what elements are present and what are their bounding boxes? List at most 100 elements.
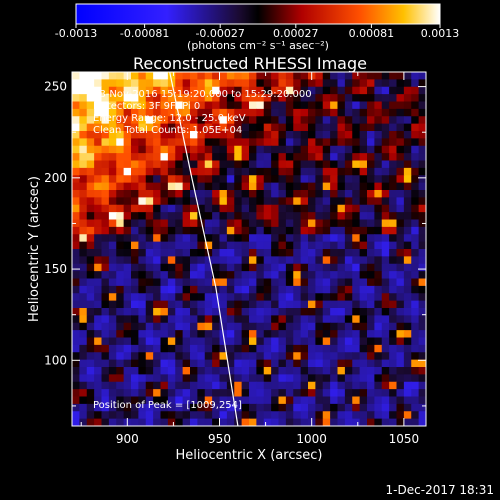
heatmap-cell [344,116,353,125]
heatmap-cell [131,249,139,257]
heatmap-cell [359,278,368,287]
heatmap-cell [197,396,206,405]
heatmap-cell [72,116,80,125]
solar-limb-line [169,72,239,426]
heatmap-cell [256,160,265,169]
heatmap-cell [101,138,110,147]
heatmap-cell [389,381,398,390]
heatmap-cell [359,145,368,154]
heatmap-cell [322,167,331,176]
heatmap-cell [101,285,110,294]
heatmap-cell [403,249,412,257]
heatmap-cell [263,344,272,353]
heatmap-cell [411,330,420,339]
annotation-time: 28-Nov-2016 15:19:20.000 to 15:29:20.000 [93,89,312,100]
heatmap-cell [145,359,154,368]
heatmap-cell [153,79,162,88]
heatmap-cell [86,72,95,80]
heatmap-cell [145,271,154,280]
heatmap-cell [285,108,294,117]
heatmap-cell [175,190,184,198]
heatmap-cell [153,263,162,272]
heatmap-cell [271,256,280,265]
heatmap-cell [337,411,346,420]
heatmap-cell [94,204,103,213]
heatmap-cell [278,101,287,110]
heatmap-cell [234,204,243,213]
heatmap-cell [94,389,103,398]
heatmap-cell [204,330,213,339]
heatmap-cell [108,389,117,398]
heatmap-cell [352,182,361,191]
heatmap-cell [241,411,250,420]
heatmap-cell [212,418,221,426]
heatmap-cell [359,344,368,353]
heatmap-cell [79,403,88,412]
heatmap-cell [226,396,235,405]
heatmap-cell [411,190,420,198]
heatmap-cell [337,145,346,154]
heatmap-cell [396,79,405,88]
heatmap-cell [411,344,420,353]
heatmap-cell [263,190,272,198]
heatmap-cell [337,167,346,176]
heatmap-cell [278,175,287,184]
heatmap-cell [278,241,287,250]
heatmap-cell [204,271,213,280]
heatmap-cell [79,167,88,176]
heatmap-cell [418,101,426,110]
heatmap-cell [212,322,221,331]
heatmap-cell [322,182,331,191]
x-tick-label: 1050 [389,432,420,446]
heatmap-cell [86,197,95,206]
heatmap-cell [226,182,235,191]
heatmap-cell [263,153,272,162]
heatmap-cell [308,153,316,162]
heatmap-cell [153,367,162,375]
heatmap-cell [352,359,361,368]
heatmap-cell [204,219,213,228]
heatmap-cell [359,308,368,316]
heatmap-cell [116,167,125,176]
heatmap-cell [308,315,316,324]
heatmap-cell [285,94,294,103]
heatmap-cell [94,219,103,228]
heatmap-cell [396,101,405,110]
heatmap-cell [389,374,398,383]
heatmap-cell [72,322,80,331]
heatmap-cell [315,367,324,375]
heatmap-cell [381,344,390,353]
heatmap-cell [72,182,80,191]
heatmap-cell [72,234,80,243]
heatmap-cell [72,79,80,88]
heatmap-cell [108,367,117,375]
heatmap-cell [381,278,390,287]
heatmap-cell [145,219,154,228]
heatmap-cell [271,374,280,383]
heatmap-cell [241,396,250,405]
heatmap-cell [234,175,243,184]
heatmap-cell [381,167,390,176]
heatmap-cell [389,182,398,191]
heatmap-cell [403,359,412,368]
heatmap-cell [411,94,420,103]
heatmap-cell [367,79,375,88]
heatmap-cell [219,396,228,405]
heatmap-cell [79,123,88,132]
heatmap-cell [359,219,368,228]
heatmap-cell [249,263,257,272]
heatmap-cell [116,396,125,405]
heatmap-cell [344,190,353,198]
heatmap-cell [86,418,95,426]
heatmap-cell [190,308,198,316]
heatmap-cell [197,330,206,339]
heatmap-cell [256,352,265,361]
heatmap-cell [160,352,169,361]
heatmap-cell [160,175,169,184]
heatmap-cell [101,293,110,302]
heatmap-cell [344,241,353,250]
heatmap-cell [190,204,198,213]
heatmap-cell [72,263,80,272]
heatmap-cell [241,389,250,398]
heatmap-cell [352,204,361,213]
